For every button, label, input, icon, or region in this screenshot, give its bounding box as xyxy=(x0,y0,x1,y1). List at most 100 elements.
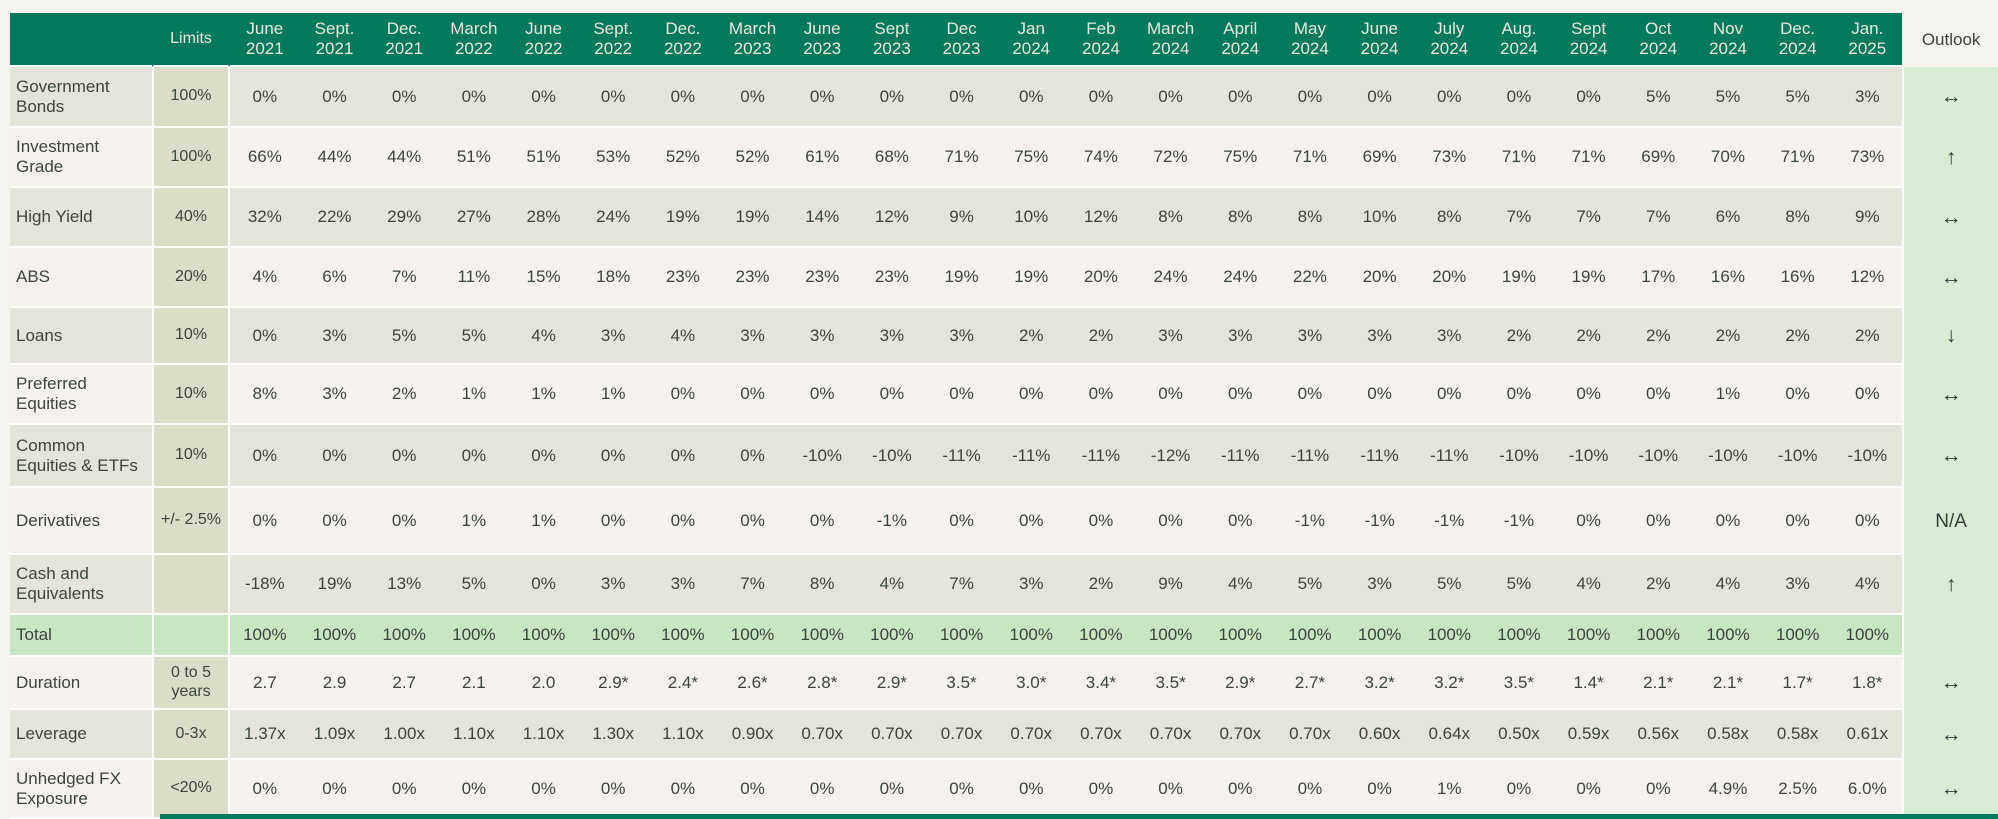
allocation-value: 100% xyxy=(1275,615,1345,657)
allocation-value: 0% xyxy=(508,555,579,615)
allocation-value: -1% xyxy=(1484,488,1554,555)
allocation-value: 0% xyxy=(1205,365,1276,425)
allocation-value: 71% xyxy=(1553,128,1624,188)
allocation-value: 100% xyxy=(1414,615,1485,657)
period-header: Jan 2024 xyxy=(996,13,1067,67)
outlook-indicator: ↔ xyxy=(1902,188,1998,248)
allocation-value: 0% xyxy=(1275,67,1345,128)
allocation-value: 0% xyxy=(299,488,370,555)
allocation-value: 2.4* xyxy=(648,657,718,710)
limit-value: 100% xyxy=(152,67,230,128)
allocation-value: 3% xyxy=(1762,555,1833,615)
allocation-value: 0% xyxy=(996,67,1067,128)
allocation-value: 0% xyxy=(926,365,997,425)
allocation-value: 0.70x xyxy=(1066,710,1136,760)
allocation-value: 2.1 xyxy=(439,657,509,710)
allocation-value: 4.9% xyxy=(1693,760,1763,819)
allocation-value: 4% xyxy=(648,308,718,365)
allocation-value: 1.8* xyxy=(1832,657,1903,710)
allocation-value: 3% xyxy=(1414,308,1485,365)
allocation-value: 0% xyxy=(1275,760,1345,819)
allocation-value: -10% xyxy=(1832,425,1903,488)
allocation-value: 5% xyxy=(1275,555,1345,615)
allocation-value: 0% xyxy=(1762,488,1833,555)
period-header: Sept. 2022 xyxy=(578,13,649,67)
allocation-value: -12% xyxy=(1135,425,1206,488)
allocation-value: 0% xyxy=(230,488,300,555)
allocation-value: 2% xyxy=(996,308,1067,365)
table-header-row: Limits June 2021 Sept. 2021 Dec. 2021 March… xyxy=(10,13,1998,67)
row-label: Preferred Equities xyxy=(10,365,152,425)
period-header: June 2024 xyxy=(1344,13,1415,67)
row-label: ABS xyxy=(10,248,152,308)
period-header: April 2024 xyxy=(1205,13,1276,67)
allocation-value: 0% xyxy=(996,760,1067,819)
allocation-value: 0% xyxy=(230,67,300,128)
allocation-value: 3% xyxy=(578,308,649,365)
allocation-value: 28% xyxy=(508,188,579,248)
allocation-value: 15% xyxy=(508,248,579,308)
allocation-value: 8% xyxy=(1414,188,1485,248)
allocation-value: 4% xyxy=(1553,555,1624,615)
allocation-value: 75% xyxy=(996,128,1067,188)
allocation-value: 100% xyxy=(1623,615,1694,657)
table-row: Preferred Equities 10% 8% 3% 2% 1% 1% 1% 0% 0% 0% 0… xyxy=(10,365,1998,425)
allocation-value: 6% xyxy=(299,248,370,308)
allocation-value: 0.70x xyxy=(857,710,927,760)
allocation-value: 100% xyxy=(1344,615,1415,657)
allocation-value: 0% xyxy=(439,67,509,128)
allocation-value: 53% xyxy=(578,128,649,188)
outlook-indicator: ↑ xyxy=(1902,128,1998,188)
allocation-value: 5% xyxy=(1623,67,1694,128)
period-header: Dec 2023 xyxy=(926,13,997,67)
allocation-value: 1% xyxy=(439,488,509,555)
allocation-value: 0% xyxy=(508,760,579,819)
allocation-value: -11% xyxy=(1344,425,1415,488)
period-header: Dec. 2022 xyxy=(648,13,718,67)
allocation-value: 24% xyxy=(1135,248,1206,308)
allocation-value: -10% xyxy=(1484,425,1554,488)
allocation-value: 5% xyxy=(1693,67,1763,128)
allocation-value: 4% xyxy=(1832,555,1903,615)
allocation-value: 2.1* xyxy=(1693,657,1763,710)
header-corner-cell xyxy=(10,13,152,67)
allocation-value: 1.10x xyxy=(439,710,509,760)
allocation-value: 0% xyxy=(369,488,440,555)
row-label: Leverage xyxy=(10,710,152,760)
allocation-value: 9% xyxy=(1135,555,1206,615)
outlook-indicator: ↔ xyxy=(1902,365,1998,425)
allocation-value: 5% xyxy=(439,555,509,615)
allocation-value: 0% xyxy=(787,488,858,555)
limit-value: 100% xyxy=(152,128,230,188)
allocation-value: 20% xyxy=(1344,248,1415,308)
allocation-value: 0.70x xyxy=(787,710,858,760)
allocation-value: 100% xyxy=(1762,615,1833,657)
allocation-value: 2% xyxy=(1623,308,1694,365)
allocation-value: -1% xyxy=(1275,488,1345,555)
allocation-value: 8% xyxy=(230,365,300,425)
allocation-value: 2.8* xyxy=(787,657,858,710)
allocation-value: -11% xyxy=(1066,425,1136,488)
allocation-value: 0% xyxy=(1344,67,1415,128)
allocation-value: 3% xyxy=(1275,308,1345,365)
allocation-value: 71% xyxy=(926,128,997,188)
period-header: Sept 2023 xyxy=(857,13,927,67)
allocation-value: 23% xyxy=(648,248,718,308)
allocation-value: 0.56x xyxy=(1623,710,1694,760)
limit-value: <20% xyxy=(152,760,230,819)
allocation-value: 73% xyxy=(1832,128,1903,188)
allocation-value: 0.70x xyxy=(1275,710,1345,760)
allocation-value: 0% xyxy=(787,760,858,819)
allocation-value: 8% xyxy=(1275,188,1345,248)
allocation-value: 75% xyxy=(1205,128,1276,188)
allocation-value: 0.70x xyxy=(996,710,1067,760)
period-header: June 2022 xyxy=(508,13,579,67)
allocation-value: 44% xyxy=(369,128,440,188)
allocation-value: 0% xyxy=(1623,488,1694,555)
allocation-value: 2.9* xyxy=(578,657,649,710)
allocation-value: -10% xyxy=(787,425,858,488)
allocation-value: -10% xyxy=(1693,425,1763,488)
period-header: Dec. 2024 xyxy=(1762,13,1833,67)
allocation-value: 2% xyxy=(1484,308,1554,365)
allocation-value: 100% xyxy=(230,615,300,657)
